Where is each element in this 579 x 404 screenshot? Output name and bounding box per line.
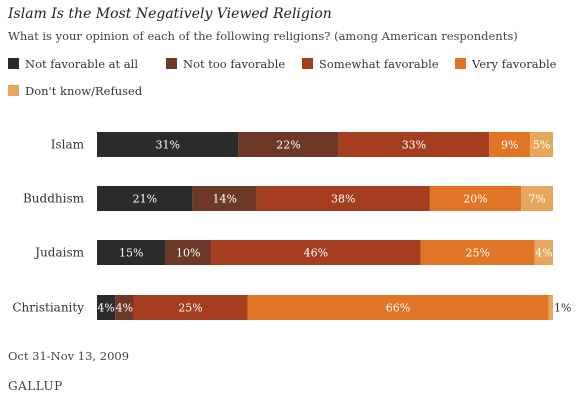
data-label: 21% xyxy=(133,193,157,206)
data-label: 25% xyxy=(466,247,490,260)
bar-segment xyxy=(534,240,553,265)
survey-date: Oct 31-Nov 13, 2009 xyxy=(8,349,130,363)
data-label: 4% xyxy=(535,247,552,260)
data-label: 33% xyxy=(402,139,426,152)
bar-segment xyxy=(97,132,239,157)
data-label: 4% xyxy=(97,302,114,315)
legend-swatch xyxy=(166,58,177,69)
legend-swatch xyxy=(8,58,19,69)
category-label: Buddhism xyxy=(23,192,85,206)
data-label: 25% xyxy=(178,302,202,315)
data-label: 22% xyxy=(276,139,300,152)
legend-item: Not favorable at all xyxy=(8,57,138,71)
data-label: 4% xyxy=(116,302,133,315)
bar-segment xyxy=(338,132,490,157)
legend-item: Somewhat favorable xyxy=(302,57,439,71)
bar-segment xyxy=(420,240,535,265)
bar-segment xyxy=(133,295,248,320)
data-label: 46% xyxy=(304,247,328,260)
data-label: 31% xyxy=(155,139,179,152)
data-label: 14% xyxy=(212,193,236,206)
legend-label: Very favorable xyxy=(472,57,557,71)
data-label: 20% xyxy=(463,193,487,206)
legend-swatch xyxy=(302,58,313,69)
bar-segment xyxy=(256,186,430,211)
legend-label: Somewhat favorable xyxy=(319,57,439,71)
legend-label: Don't know/Refused xyxy=(25,84,143,98)
data-label: 66% xyxy=(386,302,410,315)
category-label: Christianity xyxy=(12,301,84,315)
bar-segment xyxy=(238,132,339,157)
data-label: 7% xyxy=(528,193,545,206)
bar-segment xyxy=(247,295,549,320)
data-label: 38% xyxy=(331,193,355,206)
bar-segment xyxy=(521,186,553,211)
bar-segment xyxy=(548,295,553,320)
bar-segment xyxy=(97,295,116,320)
chart-subtitle: What is your opinion of each of the foll… xyxy=(8,29,518,43)
bar-segment xyxy=(489,132,531,157)
data-label: 1% xyxy=(554,302,571,315)
legend-item: Very favorable xyxy=(455,57,556,71)
bar-segment xyxy=(192,186,257,211)
legend-label: Not too favorable xyxy=(183,57,286,71)
bar-segment xyxy=(115,295,134,320)
bar-segment xyxy=(97,186,193,211)
legend-item: Don't know/Refused xyxy=(8,84,142,98)
chart-svg: Islam 31% 22% 33% 9% 5% Buddhism 21% 14% 38% 20% 7%… xyxy=(12,132,571,320)
legend-item: Not too favorable xyxy=(166,57,285,71)
category-label: Judaism xyxy=(33,246,84,260)
legend-swatch xyxy=(455,58,466,69)
data-label: 15% xyxy=(119,247,143,260)
gallup-logo: GALLUP xyxy=(8,379,63,393)
bar-segment xyxy=(429,186,522,211)
chart-title: Islam Is the Most Negatively Viewed Reli… xyxy=(8,6,332,22)
bar-segment xyxy=(165,240,211,265)
data-label: 5% xyxy=(533,139,550,152)
legend-label: Not favorable at all xyxy=(25,57,138,71)
data-label: 10% xyxy=(176,247,200,260)
category-label: Islam xyxy=(51,138,85,152)
bar-segment xyxy=(97,240,166,265)
bar-segment xyxy=(530,132,553,157)
data-label: 9% xyxy=(501,139,518,152)
legend-swatch xyxy=(8,85,19,96)
bar-segment xyxy=(211,240,421,265)
